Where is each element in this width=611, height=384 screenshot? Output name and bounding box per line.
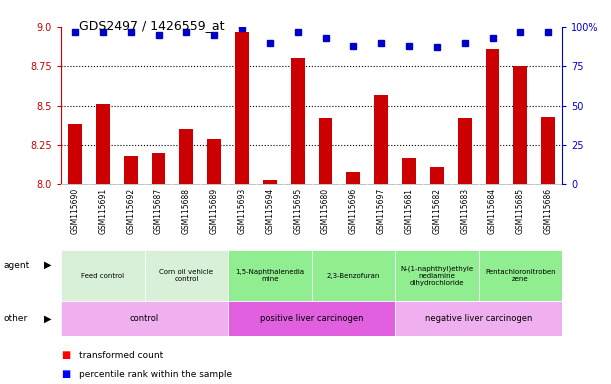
Bar — [395, 301, 562, 336]
Bar — [263, 180, 277, 184]
Bar — [123, 156, 137, 184]
Bar — [374, 94, 388, 184]
Text: GSM115680: GSM115680 — [321, 188, 330, 234]
Text: ■: ■ — [61, 369, 70, 379]
Bar — [430, 167, 444, 184]
Text: N-(1-naphthyl)ethyle
nediamine
dihydrochloride: N-(1-naphthyl)ethyle nediamine dihydroch… — [400, 265, 474, 286]
Text: 1,5-Naphthalenedia
mine: 1,5-Naphthalenedia mine — [235, 269, 304, 282]
Text: GSM115688: GSM115688 — [182, 188, 191, 233]
Bar — [96, 104, 110, 184]
Text: Corn oil vehicle
control: Corn oil vehicle control — [159, 269, 213, 282]
Text: Feed control: Feed control — [81, 273, 125, 278]
Text: GSM115695: GSM115695 — [293, 188, 302, 234]
Bar — [312, 250, 395, 301]
Text: GSM115694: GSM115694 — [265, 188, 274, 234]
Bar — [68, 124, 82, 184]
Text: GSM115687: GSM115687 — [154, 188, 163, 234]
Text: GSM115686: GSM115686 — [544, 188, 553, 234]
Text: GDS2497 / 1426559_at: GDS2497 / 1426559_at — [79, 19, 225, 32]
Text: GSM115692: GSM115692 — [126, 188, 135, 234]
Text: other: other — [3, 314, 27, 323]
Text: 2,3-Benzofuran: 2,3-Benzofuran — [327, 273, 380, 278]
Bar — [61, 250, 145, 301]
Text: GSM115684: GSM115684 — [488, 188, 497, 234]
Text: ▶: ▶ — [44, 260, 51, 270]
Bar — [486, 49, 500, 184]
Text: ■: ■ — [61, 350, 70, 360]
Bar — [235, 31, 249, 184]
Bar — [180, 129, 193, 184]
Bar — [145, 250, 228, 301]
Text: GSM115693: GSM115693 — [238, 188, 246, 234]
Text: percentile rank within the sample: percentile rank within the sample — [79, 370, 233, 379]
Text: GSM115685: GSM115685 — [516, 188, 525, 234]
Text: agent: agent — [3, 261, 29, 270]
Bar — [458, 118, 472, 184]
Bar — [207, 139, 221, 184]
Bar — [318, 118, 332, 184]
Bar — [291, 58, 305, 184]
Bar — [61, 301, 228, 336]
Bar — [478, 250, 562, 301]
Text: Pentachloronitroben
zene: Pentachloronitroben zene — [485, 269, 555, 282]
Bar — [228, 250, 312, 301]
Text: GSM115697: GSM115697 — [377, 188, 386, 234]
Text: control: control — [130, 314, 159, 323]
Text: positive liver carcinogen: positive liver carcinogen — [260, 314, 364, 323]
Text: GSM115682: GSM115682 — [433, 188, 441, 233]
Bar — [228, 301, 395, 336]
Text: ▶: ▶ — [44, 314, 51, 324]
Text: negative liver carcinogen: negative liver carcinogen — [425, 314, 532, 323]
Bar — [395, 250, 478, 301]
Text: GSM115683: GSM115683 — [460, 188, 469, 234]
Text: GSM115691: GSM115691 — [98, 188, 108, 234]
Bar — [541, 117, 555, 184]
Text: GSM115681: GSM115681 — [404, 188, 414, 233]
Bar — [152, 153, 166, 184]
Bar — [513, 66, 527, 184]
Text: transformed count: transformed count — [79, 351, 164, 360]
Bar — [346, 172, 360, 184]
Text: GSM115689: GSM115689 — [210, 188, 219, 234]
Bar — [402, 157, 416, 184]
Text: GSM115690: GSM115690 — [70, 188, 79, 234]
Text: GSM115696: GSM115696 — [349, 188, 358, 234]
